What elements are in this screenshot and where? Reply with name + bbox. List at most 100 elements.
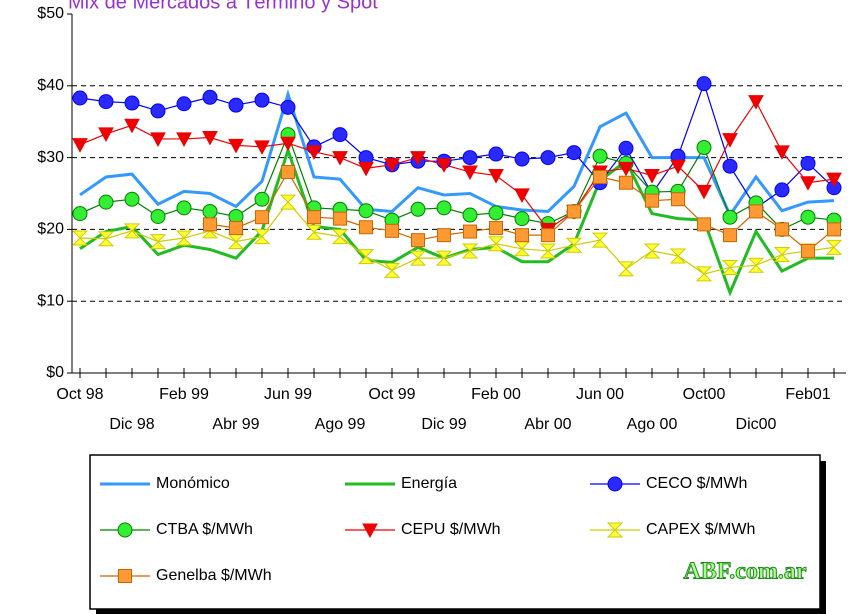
data-point — [254, 140, 270, 155]
y-tick-label: $20 — [37, 221, 64, 238]
data-point — [774, 145, 790, 160]
data-point — [617, 261, 635, 277]
data-point — [124, 95, 140, 111]
data-point — [359, 220, 373, 235]
x-tick-label: Jun 99 — [264, 386, 312, 403]
data-point — [461, 243, 479, 259]
x-tick-label: Feb 99 — [159, 386, 209, 403]
series-line — [79, 145, 834, 297]
x-tick-label: Dic 98 — [109, 416, 154, 433]
data-point — [619, 175, 633, 190]
legend-label: CEPU $/MWh — [401, 521, 501, 538]
data-point — [800, 176, 816, 191]
data-point — [332, 151, 348, 166]
data-point — [411, 233, 425, 248]
data-point — [383, 262, 401, 278]
data-point — [202, 203, 218, 219]
data-point — [385, 223, 399, 238]
data-point — [514, 151, 530, 167]
data-point — [254, 92, 270, 108]
data-point — [618, 161, 634, 177]
data-point — [149, 234, 167, 250]
data-point — [410, 201, 426, 217]
y-tick-label: $10 — [37, 292, 64, 309]
data-point — [307, 210, 321, 225]
data-point — [436, 158, 452, 173]
x-tick-label: Oct 99 — [368, 386, 415, 403]
data-point — [644, 169, 660, 184]
y-tick-label: $50 — [37, 5, 64, 22]
data-point — [488, 169, 504, 184]
data-point — [721, 259, 739, 275]
data-point — [72, 206, 88, 222]
chart-title: Mix de Mercados a Término y Spot — [68, 0, 378, 13]
data-point — [462, 165, 478, 181]
data-point — [749, 204, 763, 219]
data-point — [150, 208, 166, 224]
x-tick-label: Oct00 — [683, 386, 726, 403]
data-point — [72, 138, 88, 153]
legend-marker — [362, 523, 378, 539]
data-point — [565, 237, 583, 253]
data-point — [515, 228, 529, 243]
data-point — [202, 130, 218, 146]
data-point — [306, 145, 322, 160]
x-tick-label: Oct 98 — [56, 386, 103, 403]
data-point — [826, 172, 842, 188]
data-point — [253, 229, 271, 245]
x-tick-label: Feb01 — [785, 386, 830, 403]
data-point — [98, 127, 114, 142]
legend-marker — [607, 476, 623, 492]
y-tick-label: $30 — [37, 149, 64, 166]
data-point — [696, 140, 712, 156]
legend-label: CECO $/MWh — [646, 475, 747, 492]
data-point — [175, 230, 193, 246]
data-point — [333, 211, 347, 226]
data-point — [409, 250, 427, 266]
data-point — [176, 200, 192, 216]
data-point — [384, 158, 400, 173]
data-point — [280, 136, 296, 152]
series-line — [79, 100, 835, 231]
legend-marker — [118, 569, 132, 583]
x-tick-label: Feb 00 — [471, 386, 521, 403]
data-point — [305, 224, 323, 240]
data-point — [150, 132, 166, 147]
x-tick-label: Dic 99 — [421, 416, 466, 433]
legend-label: CTBA $/MWh — [156, 521, 253, 538]
data-point — [124, 118, 140, 134]
data-point — [123, 223, 141, 239]
x-tick-label: Jun 00 — [576, 386, 624, 403]
data-point — [410, 151, 426, 166]
data-point — [747, 257, 765, 273]
data-point — [669, 248, 687, 264]
data-point — [773, 247, 791, 263]
data-point — [696, 76, 712, 92]
data-point — [202, 89, 218, 105]
legend-marker — [117, 522, 133, 538]
legend-label: CAPEX $/MWh — [646, 521, 755, 538]
data-point — [176, 96, 192, 112]
data-point — [279, 194, 297, 210]
data-point — [618, 140, 634, 156]
data-point — [825, 239, 843, 255]
data-point — [722, 158, 738, 174]
series-line — [79, 81, 835, 209]
data-point — [72, 90, 88, 106]
data-point — [357, 249, 375, 265]
x-tick-label: Ago 99 — [315, 416, 366, 433]
data-point — [124, 191, 140, 207]
data-point — [774, 182, 790, 198]
data-point — [540, 150, 556, 166]
data-point — [227, 234, 245, 250]
x-tick-label: Ago 00 — [627, 416, 678, 433]
data-point — [723, 228, 737, 243]
logo: ABF.com.ar — [683, 559, 806, 585]
data-point — [358, 161, 374, 177]
data-point — [488, 146, 504, 162]
data-point — [332, 127, 348, 143]
data-point — [436, 200, 452, 216]
legend-label: Energía — [401, 475, 457, 492]
data-point — [487, 236, 505, 252]
